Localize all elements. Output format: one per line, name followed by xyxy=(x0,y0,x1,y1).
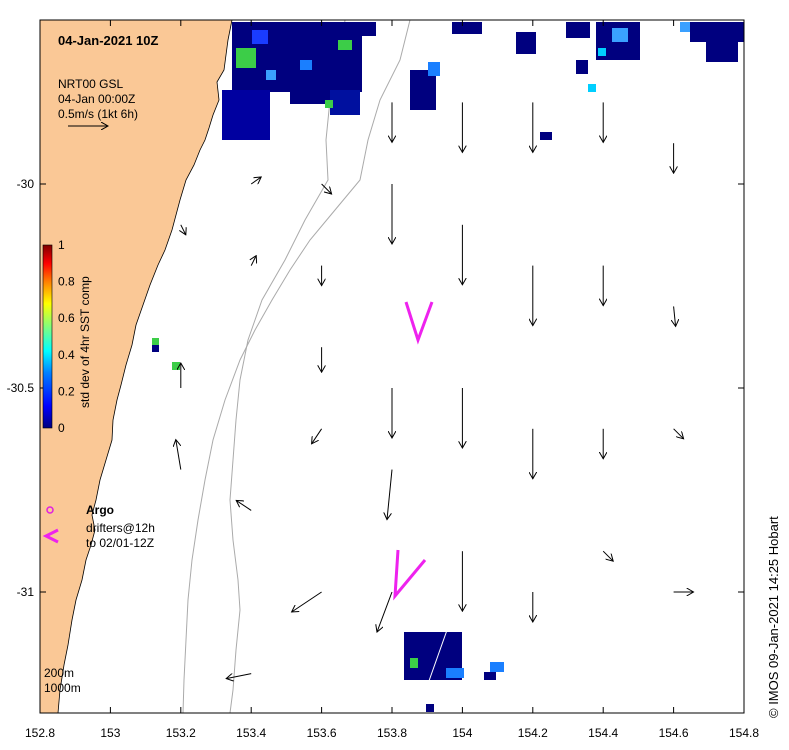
coastline-land xyxy=(40,20,232,713)
colorbar-tick-label: 0.2 xyxy=(58,384,75,398)
x-tick-label: 152.8 xyxy=(25,726,55,740)
current-vector-arrow xyxy=(292,592,322,612)
sst-stddev-pixels xyxy=(152,22,744,712)
colorbar-label: std dev of 4hr SST comp xyxy=(78,276,92,408)
contour-200m-label: 200m xyxy=(44,666,74,680)
current-vector-arrow xyxy=(387,470,392,520)
x-tick-label: 154.6 xyxy=(659,726,689,740)
y-tick-label: -31 xyxy=(17,585,35,599)
current-vector-arrow xyxy=(251,177,261,184)
colorbar-tick-label: 1 xyxy=(58,238,65,252)
current-vector-arrow xyxy=(377,592,392,632)
current-vectors xyxy=(176,102,694,678)
current-vector-arrow xyxy=(674,306,676,326)
contour-1000m-label: 1000m xyxy=(44,681,81,695)
current-vector-arrow xyxy=(251,256,256,266)
product-name: NRT00 GSL xyxy=(58,77,123,91)
x-tick-label: 153.6 xyxy=(307,726,337,740)
current-vector-arrow xyxy=(176,440,181,470)
argo-label: Argo xyxy=(86,503,114,517)
product-scale: 0.5m/s (1kt 6h) xyxy=(58,107,138,121)
colorbar xyxy=(43,245,52,428)
x-tick-label: 153 xyxy=(100,726,120,740)
map-figure: 152.8 153 153.2 153.4 153.6 153.8 154 154.2 154.… xyxy=(0,0,789,750)
x-tick-label: 153.8 xyxy=(377,726,407,740)
x-tick-label: 154.8 xyxy=(729,726,759,740)
y-tick-label: -30 xyxy=(17,177,35,191)
credit-text: © IMOS 09-Jan-2021 14:25 Hobart xyxy=(766,516,781,718)
colorbar-tick-label: 0 xyxy=(58,421,65,435)
drifters-date: to 02/01-12Z xyxy=(86,536,154,550)
drifters-label: drifters@12h xyxy=(86,521,155,535)
drifter-track-1 xyxy=(406,302,432,340)
current-vector-arrow xyxy=(312,429,322,444)
current-vector-arrow xyxy=(674,429,684,439)
current-vector-arrow xyxy=(181,225,186,235)
current-vector-arrow xyxy=(603,551,613,561)
x-tick-label: 154 xyxy=(452,726,472,740)
product-date: 04-Jan 00:00Z xyxy=(58,92,135,106)
colorbar-tick-label: 0.8 xyxy=(58,275,75,289)
map-title: 04-Jan-2021 10Z xyxy=(58,33,159,48)
x-tick-label: 153.4 xyxy=(236,726,266,740)
colorbar-tick-label: 0.6 xyxy=(58,311,75,325)
x-tick-label: 153.2 xyxy=(166,726,196,740)
colorbar-tick-label: 0.4 xyxy=(58,348,75,362)
x-tick-label: 154.4 xyxy=(588,726,618,740)
x-tick-label: 154.2 xyxy=(518,726,548,740)
current-vector-arrow xyxy=(236,500,251,510)
current-vector-arrow xyxy=(226,674,251,679)
y-tick-label: -30.5 xyxy=(7,381,35,395)
drifter-track-2 xyxy=(395,550,425,596)
